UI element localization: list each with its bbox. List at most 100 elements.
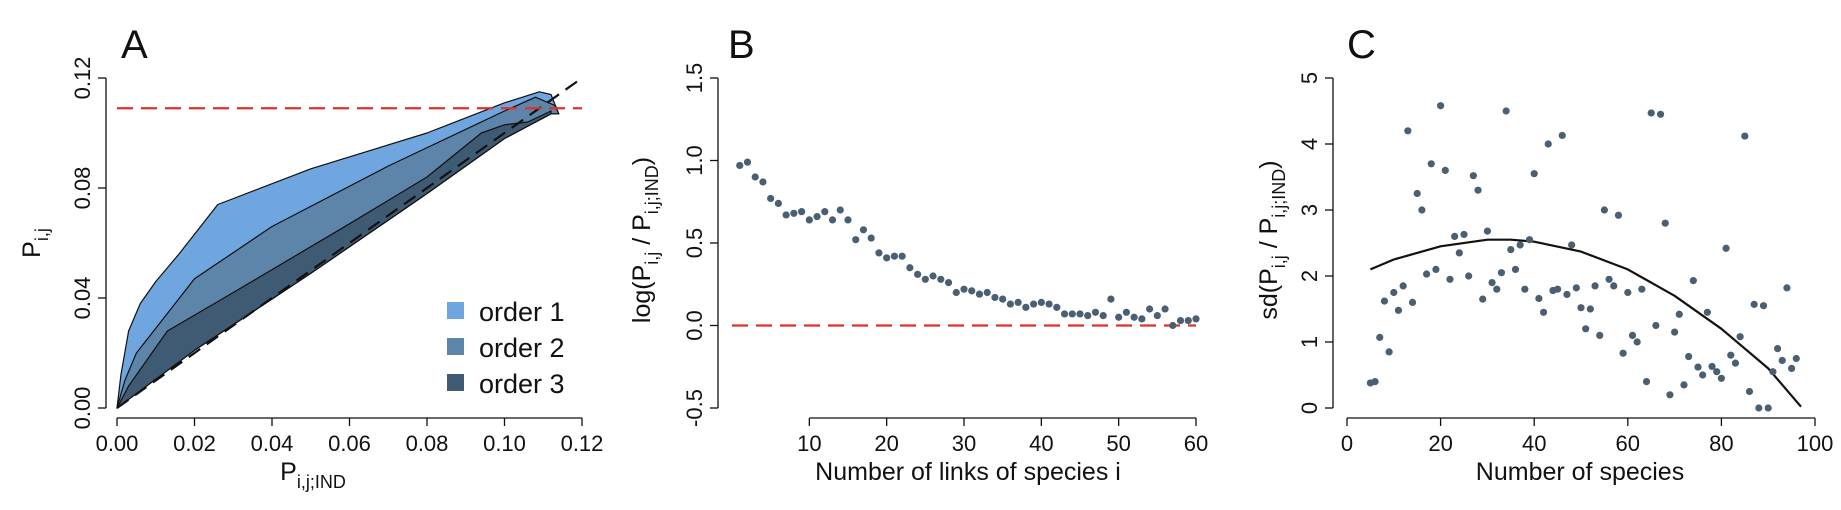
panel-b-y-axis-title: log(Pi,j / Pi,j;IND) [628,157,662,323]
panel-a-y-tick-label: 0.04 [70,277,95,320]
panel-c-x-tick-label: 100 [1797,431,1834,456]
panel-c-point [1759,302,1768,310]
panel-c-point [1502,107,1510,115]
panel-c-point [1647,109,1655,117]
panel-c-y-tick-label: 2 [1297,270,1322,282]
panel-a-legend: order 1 order 2 order 3 [447,297,565,399]
panel-b-point [1091,308,1100,316]
panel-b-y-title-part-4: i,j;IND [642,165,662,214]
panel-c-point [1675,310,1683,318]
panel-b-point [975,290,984,298]
panel-c-point [1713,368,1721,376]
panel-b-point [952,288,960,297]
panel-c-point [1465,272,1473,280]
panel-a-x-tick-label: 0.02 [173,431,216,456]
panel-a-x-axis-title-sub: i,j;IND [297,472,346,492]
area-order-3 [116,110,552,409]
panel-c-point [1586,305,1594,313]
panel-b-point [914,270,922,278]
legend-swatch-order-2 [447,338,464,355]
panel-a-x-axis-title-main: P [280,458,297,486]
panel-c-point [1544,140,1552,148]
panel-c-point [1708,362,1716,371]
panel-b-point [1030,300,1038,308]
panel-b-point [790,209,798,217]
panel-c-point [1792,354,1800,363]
panel-a-y-axis-title-main: P [18,241,46,258]
panel-c-point [1661,219,1669,227]
panel-c-fit-line [1369,238,1802,408]
panel-b-point [1076,310,1084,318]
panel-b-x-tick-label: 50 [1106,431,1130,456]
panel-b-point [960,285,968,293]
panel-c-point [1773,345,1782,353]
panel-c-y-title-part-5: ) [1255,160,1283,168]
panel-b-point [1060,310,1069,318]
panel-b-point [921,275,929,283]
panel-c-point [1614,211,1623,219]
panel-b-point [1192,315,1200,323]
panel-b: B 10 20 30 40 50 60 -0.5 0.0 0.5 1.0 1.5 Number of… [628,23,1208,486]
panel-c-point [1745,387,1754,396]
panel-b-y-title-part-2: i,j [642,252,662,265]
panel-c-point [1437,102,1445,110]
panel-c-point [1539,308,1548,316]
panel-b-point [743,158,752,166]
panel-b-point [890,252,899,260]
panel-b-point [1084,312,1092,320]
panel-c-x-tick-label: 80 [1709,431,1733,456]
panel-c-point [1418,206,1426,214]
legend-label-order-2: order 2 [479,333,565,363]
panel-b-point [1006,300,1015,308]
panel-a-x-tick-label: 0.08 [406,431,449,456]
panel-c-point [1717,374,1725,382]
panel-b-point [944,279,953,287]
panel-c-point [1469,172,1477,180]
panel-c-point [1699,371,1707,379]
panel-c-point [1390,288,1398,297]
panel-c-point [1596,331,1604,339]
panel-c-point [1460,230,1468,239]
panel-c-point [1619,349,1627,357]
panel-b-point [852,236,860,244]
panel-b-y-title-part-3: / P [628,214,656,252]
panel-b-point [1153,312,1161,320]
panel-c-point [1380,297,1389,305]
panel-a-x-tick-label: 0.00 [96,431,139,456]
panel-b-point [1161,305,1169,313]
panel-c-point [1488,279,1496,287]
panel-b-x-axis-title: Number of links of species i [815,458,1121,486]
panel-c-point [1422,270,1431,278]
panel-c-point [1680,381,1688,389]
panel-c-point [1568,241,1576,249]
panel-b-y-tick-label: 0.5 [682,228,707,259]
panel-c-point [1413,189,1421,198]
panel-b-point [782,211,790,219]
panel-b-axes: 10 20 30 40 50 60 -0.5 0.0 0.5 1.0 1.5 [682,63,1208,456]
panel-c-point [1778,356,1786,365]
panel-b-point [1099,312,1107,320]
panel-c-point [1399,282,1407,290]
panel-c-point [1577,304,1585,312]
panel-b-x-tick-label: 40 [1029,431,1053,456]
panel-a-y-tick-label: 0.12 [70,57,95,100]
panel-b-point [828,216,837,224]
panel-b-point [937,275,945,283]
legend-swatch-order-1 [447,302,464,319]
panel-c-point [1685,352,1693,361]
panel-c-point [1750,300,1758,308]
panel-c-point [1610,282,1618,290]
panel-c-y-axis-title: sd(Pi,j / Pi,j;IND) [1255,160,1289,319]
panel-a-x-tick-label: 0.06 [328,431,371,456]
panel-b-point [898,252,906,260]
panel-a-x-axis-title: Pi,j;IND [280,458,346,492]
panel-b-point [883,254,891,262]
panel-c-point [1554,285,1562,293]
panel-c-point [1446,275,1454,283]
panel-a-letter: A [121,23,148,67]
panel-b-point [1014,298,1022,306]
panel-c-point [1652,321,1660,330]
panel-c-point [1638,285,1646,293]
panel-c-point [1525,236,1534,244]
panel-b-point [983,288,991,297]
